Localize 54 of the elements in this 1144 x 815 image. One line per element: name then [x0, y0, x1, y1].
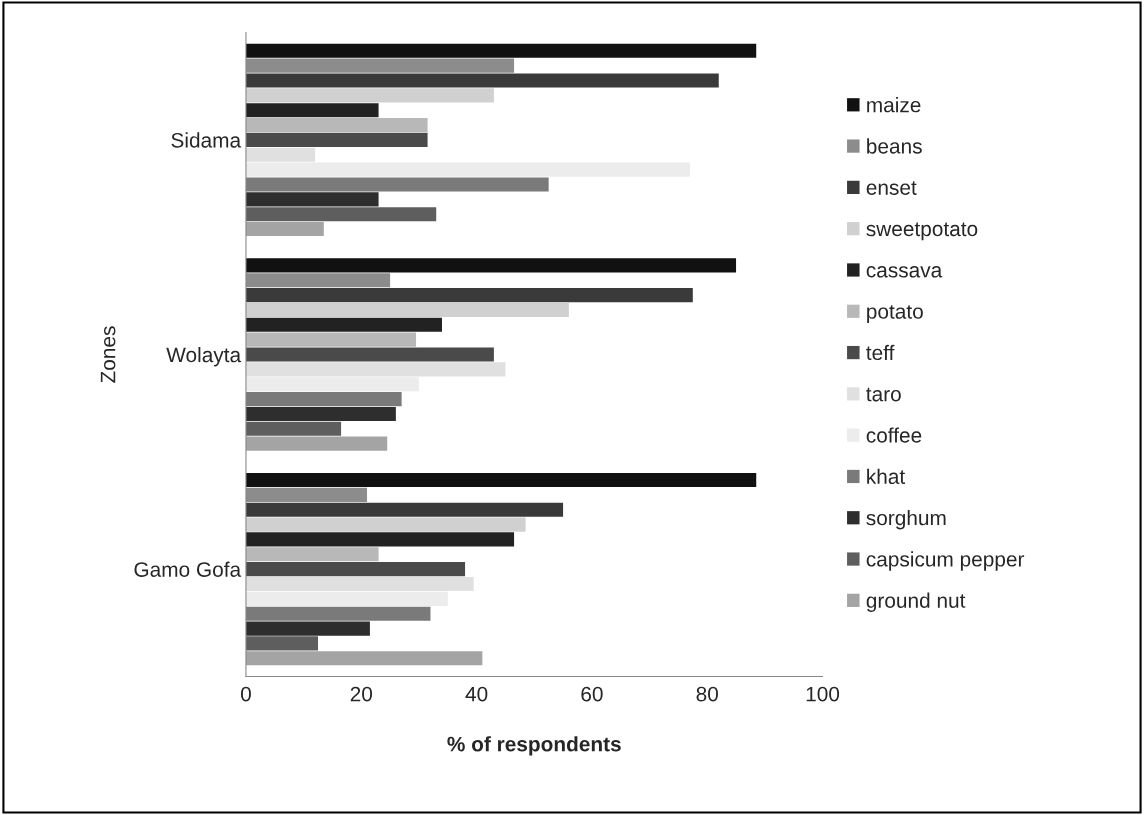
bar: [245, 532, 515, 547]
bar: [245, 517, 526, 532]
legend-label: taro: [866, 387, 901, 402]
bar: [245, 406, 396, 422]
bar: [245, 117, 428, 133]
bar: [245, 317, 442, 332]
y-tick-label: Gamo Gofa: [134, 561, 242, 577]
bar: [245, 347, 494, 362]
bar: [245, 132, 428, 147]
legend-label: enset: [866, 181, 917, 195]
bar: [245, 547, 379, 562]
x-tick-label: 0: [240, 686, 251, 702]
bar: [245, 258, 737, 273]
legend-label: teff: [866, 344, 895, 361]
bar: [245, 502, 564, 517]
bar: [245, 222, 324, 237]
bar: [245, 43, 757, 58]
bar: [245, 288, 693, 303]
bar: [245, 636, 319, 651]
legend-label: cassava: [866, 266, 943, 278]
legend-label: potato: [867, 305, 923, 323]
bar: [245, 207, 437, 222]
bar: [245, 332, 417, 347]
bar: [245, 562, 466, 577]
bar: [245, 177, 549, 192]
x-tick-label: 100: [806, 686, 840, 702]
legend-label: maize: [867, 97, 921, 113]
bar: [245, 73, 719, 88]
legend-label: coffee: [866, 427, 922, 443]
legend-label: khat: [867, 468, 906, 484]
y-tick-label: Wolayta: [166, 346, 242, 367]
bar: [245, 621, 370, 636]
legend-label: beans: [867, 138, 922, 154]
legend-label: ground nut: [866, 592, 966, 613]
legend-label: sweetpotato: [866, 222, 978, 241]
x-tick-label: 80: [696, 686, 718, 702]
bar: [245, 192, 379, 207]
x-axis-title: % of respondents: [447, 736, 621, 756]
bar: [245, 472, 757, 488]
x-tick-label: 20: [350, 686, 373, 702]
bar: [245, 392, 402, 407]
y-axis-title: Zones: [100, 326, 116, 383]
x-tick-label: 60: [581, 686, 603, 702]
y-tick-label: Sidama: [171, 132, 242, 148]
x-tick-label: 40: [465, 686, 488, 702]
bar: [245, 436, 388, 451]
legend-label: capsicum pepper: [866, 551, 1025, 571]
bar: [245, 421, 342, 436]
bar: [245, 88, 494, 103]
bar: [245, 103, 379, 118]
legend-label: sorghum: [866, 510, 946, 530]
bar: [245, 651, 483, 666]
bar: [245, 606, 431, 621]
bar: [245, 302, 569, 318]
